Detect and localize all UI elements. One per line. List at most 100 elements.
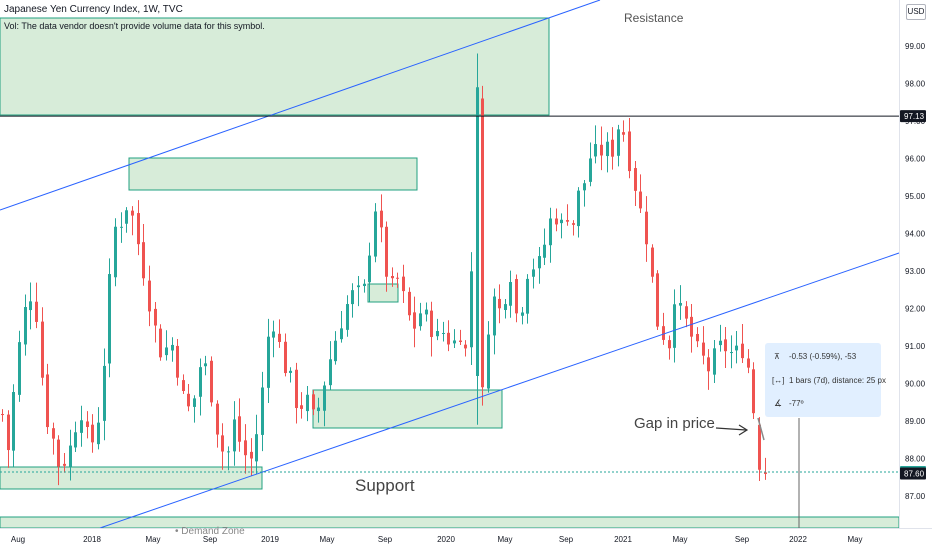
zone-bottom	[0, 516, 900, 529]
candle-body	[120, 226, 123, 228]
x-tick-label: May	[847, 535, 862, 544]
candle-body	[52, 428, 55, 439]
candle-body	[566, 220, 569, 222]
candle-body	[532, 269, 535, 277]
candle-body	[238, 416, 241, 442]
candle-body	[46, 374, 49, 428]
measure-price-icon: ⊼	[774, 352, 780, 361]
candle-body	[639, 191, 642, 209]
candle-body	[216, 403, 219, 435]
measure-angle-icon: ∡	[774, 398, 782, 408]
resistance-label: Resistance	[624, 11, 684, 25]
candle-body	[317, 407, 320, 412]
candle-body	[267, 336, 270, 388]
y-tick-label: 95.00	[905, 192, 926, 201]
line-layer	[0, 0, 900, 529]
gap-arrow	[715, 424, 749, 436]
candle-body	[622, 132, 625, 135]
price-axis[interactable]: 99.0098.0097.0096.0095.0094.0093.0092.00…	[899, 0, 927, 528]
y-tick-label: 92.00	[905, 305, 926, 314]
candle-body	[747, 358, 750, 368]
candle-body	[543, 244, 546, 258]
candle-body	[538, 256, 541, 269]
upper-trendline	[0, 0, 601, 211]
candle-body	[7, 414, 10, 451]
x-tick-label: May	[672, 535, 687, 544]
candle-body	[272, 331, 275, 338]
candle-body	[498, 298, 501, 309]
candle-body	[606, 141, 609, 157]
candle-body	[300, 405, 303, 409]
candle-layer	[1, 53, 767, 486]
candle-body	[741, 343, 744, 359]
candle-body	[673, 304, 676, 348]
candle-body	[594, 144, 597, 157]
candle-body	[159, 328, 162, 358]
x-tick-label: Sep	[735, 535, 750, 544]
candle-body	[487, 334, 490, 389]
measure-bars-distance: 1 bars (7d), distance: 25 px	[789, 376, 886, 385]
candle-body	[396, 277, 399, 279]
candle-body	[176, 345, 179, 378]
zone-2019-mid	[367, 283, 399, 303]
candle-body	[125, 210, 128, 224]
measure-price-change: -0.53 (-0.59%), -53	[789, 352, 857, 361]
candle-body	[137, 213, 140, 245]
candle-body	[340, 328, 343, 340]
measure-tool[interactable]: ⊼ -0.53 (-0.59%), -53 [↔] 1 bars (7d), d…	[757, 343, 886, 528]
candle-body	[521, 312, 524, 316]
candle-body	[346, 304, 349, 330]
candle-body	[165, 347, 168, 356]
price-label: 87.60	[904, 470, 925, 479]
y-tick-label: 87.00	[905, 492, 926, 501]
lower-trendline	[99, 252, 900, 529]
zone-top-left	[0, 17, 550, 116]
candle-body	[210, 360, 213, 403]
x-tick-label: May	[319, 535, 334, 544]
candle-body	[63, 463, 66, 466]
y-tick-label: 91.00	[905, 342, 926, 351]
candle-body	[35, 301, 38, 322]
price-label-box	[900, 467, 926, 480]
support-label: Support	[355, 476, 415, 495]
x-tick-label: Sep	[203, 535, 218, 544]
candle-body	[86, 421, 89, 427]
candle-body	[425, 309, 428, 315]
candle-body	[702, 342, 705, 356]
candle-body	[351, 290, 354, 305]
candle-body	[611, 139, 614, 157]
x-tick-label: 2020	[437, 535, 455, 544]
symbol-title: Japanese Yen Currency Index, 1W, TVC	[4, 4, 183, 15]
candle-body	[193, 398, 196, 407]
candle-body	[41, 321, 44, 378]
x-tick-label: Aug	[11, 535, 25, 544]
candle-body	[719, 340, 722, 346]
x-tick-label: 2018	[83, 535, 101, 544]
candle-body	[459, 340, 462, 342]
candle-body	[363, 283, 366, 287]
candle-body	[80, 420, 83, 433]
x-tick-label: 2022	[789, 535, 807, 544]
candle-body	[651, 247, 654, 277]
candle-body	[713, 348, 716, 375]
currency-button[interactable]: USD	[906, 4, 926, 20]
candle-body	[114, 226, 117, 278]
candle-body	[148, 280, 151, 312]
candle-body	[171, 344, 174, 351]
y-tick-label: 93.00	[905, 267, 926, 276]
x-tick-label: Sep	[559, 535, 574, 544]
measure-box	[765, 343, 881, 417]
x-tick-label: 2021	[614, 535, 632, 544]
y-tick-label: 98.00	[905, 80, 926, 89]
zone-layer	[0, 17, 900, 529]
cut-off-text: • Demand Zone	[175, 526, 245, 537]
price-label: 97.13	[904, 112, 925, 121]
candle-body	[526, 278, 529, 314]
candle-body	[572, 223, 575, 225]
candle-body	[730, 352, 733, 354]
time-axis[interactable]: Aug 2018 May Sep 2019 May Sep 2020 May Sep 2021 May…	[0, 528, 932, 545]
candle-body	[442, 332, 445, 334]
candle-body	[515, 279, 518, 314]
candle-body	[329, 359, 332, 386]
